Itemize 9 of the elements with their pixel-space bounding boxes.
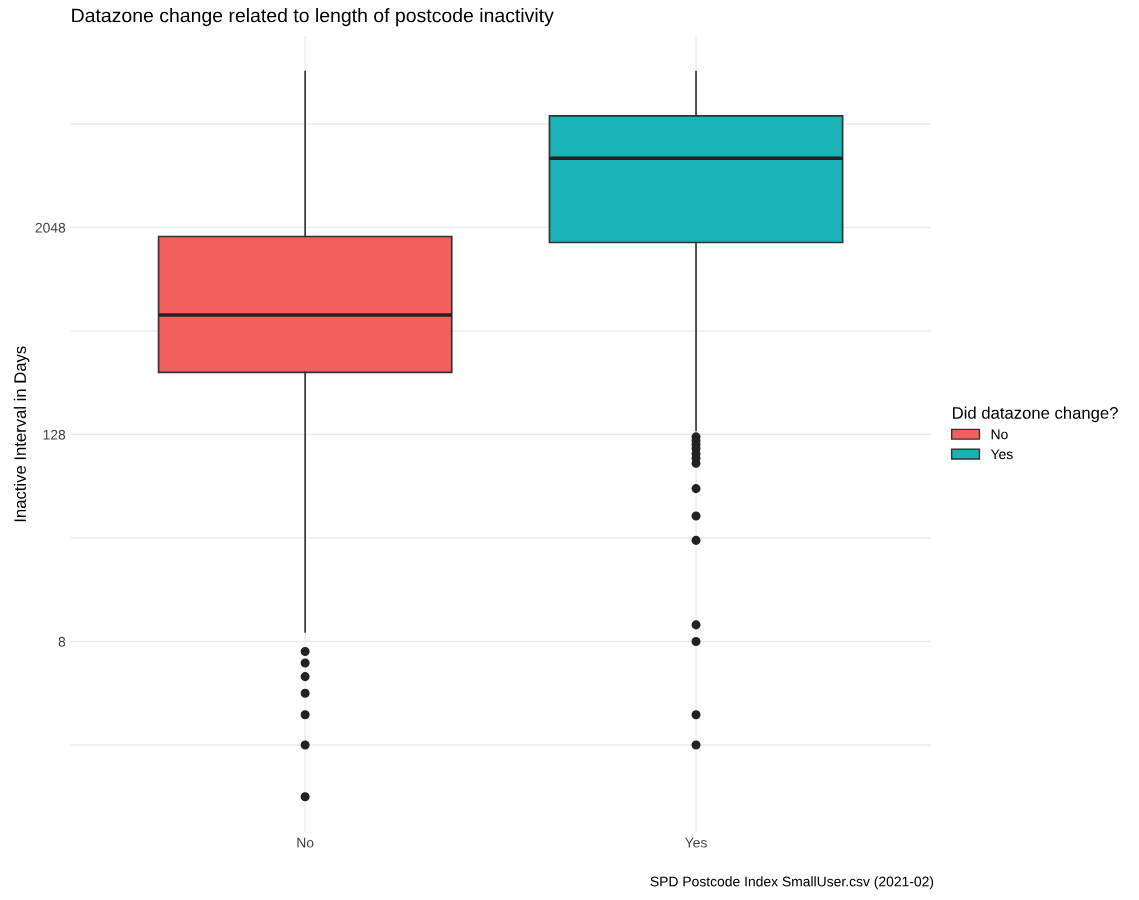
y-tick-label: 128 [43, 429, 66, 440]
y-tick-label: 2048 [35, 222, 66, 233]
y-tick-label: 8 [58, 636, 66, 647]
text: SPD Postcode Index SmallUser.csv (2021-02) [650, 876, 934, 890]
legend-label: Yes [990, 449, 1013, 460]
y-axis-title: Inactive Interval in Days [13, 346, 30, 522]
chart-title: Datazone change related to length of postcode inactivity [72, 8, 554, 27]
legend-title: Did datazone change? [953, 406, 1118, 423]
legend-label: No [991, 429, 1008, 440]
